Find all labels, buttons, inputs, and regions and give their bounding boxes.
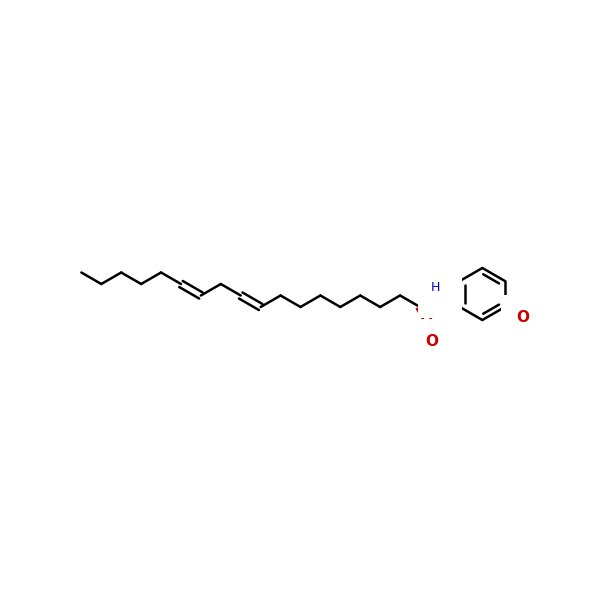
Text: O: O bbox=[516, 310, 529, 325]
Text: N: N bbox=[434, 288, 446, 303]
Text: O: O bbox=[425, 334, 438, 349]
Text: H: H bbox=[431, 281, 440, 294]
